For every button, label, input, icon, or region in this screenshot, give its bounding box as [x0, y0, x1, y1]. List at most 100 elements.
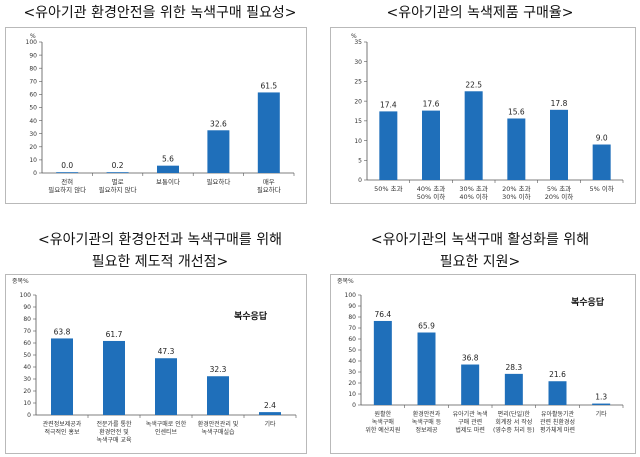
x-tick-label: 적극적인 홍보 — [44, 428, 80, 436]
x-tick-label: (영수증 처리 등) — [493, 426, 535, 434]
y-tick-label: 20 — [29, 144, 37, 151]
chart-2-frame: % 0 5 10 15 20 25 30 35 17.4 50% 초과 17.6 40% 초과 50% 이… — [330, 27, 636, 204]
bar — [417, 332, 436, 405]
bar — [461, 364, 480, 405]
data-label: 61.5 — [260, 81, 277, 90]
data-label: 63.8 — [54, 327, 71, 336]
x-tick-label: 20% 초과 — [502, 184, 530, 193]
x-tick-label: 필요하다 — [206, 177, 230, 186]
y-tick-label: 60 — [348, 336, 356, 343]
x-tick-label: 30% 이하 — [502, 192, 530, 201]
chart-1-title: <유아기관 환경안전을 위한 녹색구매 필요성> — [23, 5, 297, 21]
y-axis-title: 중복% — [337, 278, 354, 285]
x-tick-label: 녹색구매 등 — [412, 418, 442, 426]
chart-3-title-line-2: 필요한 제도적 개선점> — [91, 254, 229, 270]
data-label: 65.9 — [418, 322, 435, 331]
x-tick-label: 녹색구매 — [372, 418, 394, 426]
y-tick-label: 60 — [23, 340, 31, 347]
bar — [259, 412, 281, 415]
bar — [103, 340, 125, 415]
x-tick-label: 별로 — [112, 177, 124, 186]
y-tick-label: 40 — [29, 118, 37, 125]
bar — [379, 111, 398, 180]
y-tick-label: 80 — [23, 316, 31, 323]
y-tick-label: 90 — [348, 303, 356, 310]
y-tick-label: 40 — [23, 364, 31, 371]
bar — [504, 373, 523, 405]
bar — [548, 381, 567, 405]
bar — [207, 376, 229, 415]
y-tick-label: 50 — [29, 105, 37, 112]
data-label: 47.3 — [158, 347, 175, 356]
data-label: 32.3 — [210, 365, 227, 374]
y-tick-label: 20 — [354, 98, 362, 105]
x-tick-label: 평가체계 마련 — [540, 426, 575, 434]
x-tick-label: 원활한 — [375, 410, 392, 418]
bar — [592, 403, 611, 405]
y-tick-label: 70 — [29, 79, 37, 86]
bar — [464, 91, 483, 180]
bar — [422, 110, 440, 180]
x-tick-label: 50% 초과 — [374, 184, 402, 193]
bar — [51, 338, 73, 415]
x-tick-label: 5% 초과 — [547, 184, 571, 193]
data-label: 61.7 — [106, 330, 123, 339]
x-tick-label: 보통이다 — [156, 177, 180, 186]
chart-4-frame: 중복% 0 10 20 30 40 50 60 70 80 90 100 76.4 원활한 녹색구매 위한 예… — [330, 274, 636, 454]
y-axis-title: % — [351, 33, 357, 40]
x-tick-label: 필요하다 — [257, 185, 281, 194]
y-tick-label: 50 — [23, 352, 31, 359]
x-tick-label: 20% 이하 — [545, 192, 573, 201]
y-tick-label: 30 — [348, 369, 356, 376]
y-tick-label: 80 — [348, 314, 356, 321]
bar — [550, 109, 568, 180]
data-label: 17.4 — [380, 100, 397, 109]
data-label: 32.6 — [210, 119, 227, 128]
x-tick-label: 40% 초과 — [417, 184, 445, 193]
y-tick-label: 30 — [23, 376, 31, 383]
x-tick-label: 관련 친환경성 — [540, 418, 575, 426]
data-label: 22.5 — [465, 80, 482, 89]
y-tick-label: 90 — [29, 52, 37, 59]
x-tick-label: 30% 초과 — [459, 184, 487, 193]
y-tick-label: 80 — [29, 65, 37, 72]
chart-3-svg: 중복% 0 10 20 30 40 50 60 70 80 90 100 63.8 관련정보제공과적극적인… — [12, 278, 297, 444]
data-label: 5.6 — [162, 155, 174, 164]
chart-1-frame: % 0 10 20 30 40 50 60 70 80 90 100 0.0 전혀 필요하지 않다 0.2 별로… — [5, 27, 307, 204]
y-tick-label: 50 — [348, 347, 356, 354]
chart-4-title-line-2: 필요한 지원> — [439, 254, 521, 270]
y-tick-label: 5 — [358, 157, 362, 164]
x-tick-label: 40% 이하 — [459, 192, 487, 201]
y-tick-label: 10 — [348, 391, 356, 398]
chart-4-title-line-1: <유아기관의 녹색구매 활성화를 위해 — [370, 232, 590, 248]
x-tick-label: 유아활동기관 — [541, 410, 575, 418]
y-tick-label: 60 — [29, 92, 37, 99]
bar — [592, 144, 611, 180]
x-tick-label: 50% 이하 — [417, 192, 445, 201]
data-label: 36.8 — [462, 354, 479, 363]
x-tick-label: 편리(단일)한 — [498, 410, 531, 418]
chart-3-frame: 중복% 0 10 20 30 40 50 60 70 80 90 100 63.8 관련정보제공과 적극적인… — [5, 274, 307, 454]
data-label: 17.8 — [551, 99, 568, 108]
data-label: 76.4 — [374, 310, 391, 319]
data-label: 0.2 — [112, 161, 124, 170]
x-tick-label: 회계장 서 작성 — [495, 418, 532, 426]
bar — [56, 172, 79, 173]
y-tick-label: 10 — [23, 400, 31, 407]
y-tick-label: 70 — [23, 328, 31, 335]
y-tick-label: 70 — [348, 325, 356, 332]
x-tick-label: 정보제공 — [415, 426, 438, 434]
y-axis-title: % — [30, 33, 36, 40]
y-tick-label: 10 — [354, 138, 362, 145]
chart-3-note: 복수응답 — [234, 312, 268, 322]
y-tick-label: 20 — [23, 388, 31, 395]
x-tick-label: 녹색구매실습 — [201, 428, 235, 436]
y-tick-label: 20 — [348, 380, 356, 387]
chart-4-note: 복수응답 — [571, 298, 605, 308]
y-tick-label: 30 — [29, 131, 37, 138]
bar — [106, 172, 129, 173]
y-tick-label: 25 — [354, 79, 362, 86]
